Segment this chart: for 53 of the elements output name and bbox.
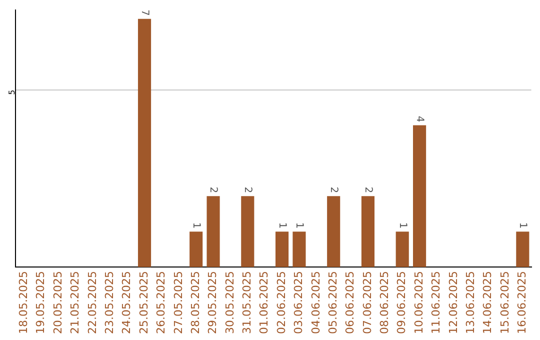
- x-tick-label: 20.05.2025: [51, 271, 64, 334]
- x-tick-label: 01.06.2025: [258, 271, 271, 334]
- x-tick-label: 18.05.2025: [17, 271, 30, 334]
- x-tick-label: 12.06.2025: [446, 271, 460, 334]
- bar: [292, 232, 306, 268]
- x-tick-label: 21.05.2025: [68, 271, 82, 334]
- bar: [138, 18, 152, 268]
- data-label: 2: [208, 186, 219, 194]
- data-label: 1: [294, 222, 305, 229]
- x-tick-label: 31.05.2025: [240, 271, 254, 334]
- x-tick-label: 19.05.2025: [34, 271, 48, 334]
- x-tick-label: 22.05.2025: [86, 271, 99, 334]
- x-tick-label: 30.05.2025: [223, 271, 236, 334]
- x-tick-label: 08.06.2025: [378, 271, 392, 334]
- x-tick-label: 04.06.2025: [309, 271, 322, 334]
- y-tick-label: 5: [8, 90, 17, 95]
- x-tick-label: 10.06.2025: [412, 271, 426, 334]
- data-label: 2: [328, 186, 339, 194]
- x-tick-label: 09.06.2025: [395, 271, 408, 334]
- x-tick-label: 23.05.2025: [102, 271, 116, 334]
- data-label: 1: [276, 222, 288, 229]
- data-label: 1: [190, 222, 202, 229]
- x-tick-label: 13.06.2025: [464, 271, 477, 334]
- x-tick-label: 05.06.2025: [326, 271, 340, 334]
- bar: [275, 232, 289, 268]
- x-tick-label: 07.06.2025: [360, 271, 374, 334]
- bar: [190, 232, 203, 268]
- x-tick-label: 24.05.2025: [120, 271, 134, 334]
- x-tick-label: 16.06.2025: [516, 271, 529, 334]
- x-tick-label: 28.05.2025: [188, 271, 202, 334]
- bar: [516, 232, 530, 268]
- x-tick-label: 27.05.2025: [172, 271, 185, 334]
- x-tick-label: 11.06.2025: [430, 271, 443, 334]
- bar: [396, 232, 409, 268]
- data-label: 7: [138, 9, 150, 16]
- bar: [361, 196, 374, 268]
- bar: [206, 196, 220, 268]
- x-tick-label: 26.05.2025: [154, 271, 168, 334]
- bar: [413, 125, 426, 268]
- data-label: 1: [517, 222, 528, 229]
- x-tick-label: 25.05.2025: [137, 271, 150, 334]
- x-tick-label: 14.06.2025: [481, 271, 494, 334]
- data-label: 4: [414, 116, 425, 122]
- x-tick-label: 15.06.2025: [498, 271, 512, 334]
- bar: [241, 196, 254, 268]
- x-tick-label: 29.05.2025: [206, 271, 220, 334]
- x-tick-label: 03.06.2025: [292, 271, 306, 334]
- x-tick-label: 06.06.2025: [344, 271, 357, 334]
- bar: [327, 196, 340, 268]
- x-tick-label: 02.06.2025: [274, 271, 288, 334]
- data-label: 2: [362, 186, 374, 194]
- data-label: 1: [396, 222, 408, 229]
- data-label: 2: [242, 186, 254, 194]
